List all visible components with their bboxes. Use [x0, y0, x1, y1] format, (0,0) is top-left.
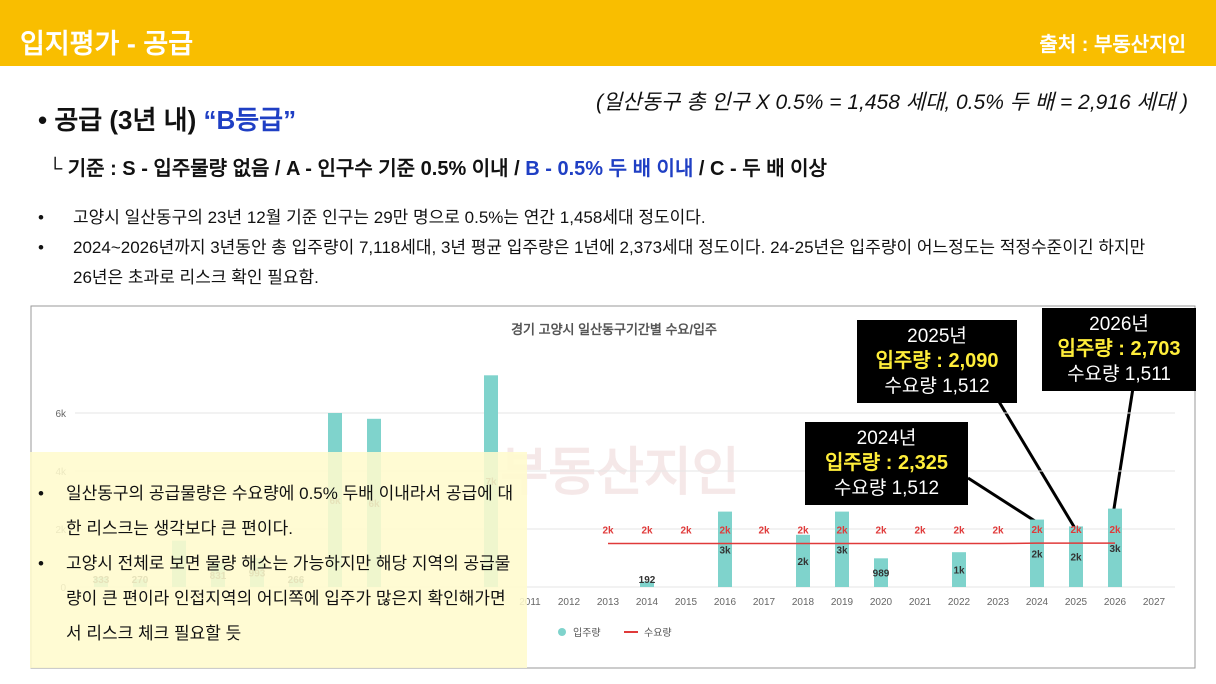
bar-label: 3k	[1109, 544, 1121, 555]
callout-supply: 입주량 : 2,703	[1057, 338, 1181, 360]
callout-pointer	[993, 394, 1078, 531]
callout-supply: 입주량 : 2,325	[824, 452, 949, 474]
y-tick-label: 6k	[55, 409, 67, 420]
note-box: • 일산동구의 공급물량은 수요량에 0.5% 두배 이내라서 공급에 대한 리스…	[30, 452, 527, 668]
x-tick-label: 2018	[792, 597, 815, 608]
criteria-highlight: B - 0.5% 두 배 이내	[525, 158, 694, 180]
bar	[718, 511, 732, 587]
bar	[640, 581, 654, 587]
x-tick-label: 2014	[636, 597, 659, 608]
line-label: 2k	[836, 526, 848, 537]
heading-grade: “B등급”	[203, 105, 297, 135]
line-label: 2k	[953, 526, 965, 537]
x-tick-label: 2022	[948, 597, 971, 608]
bar-label: 989	[873, 569, 890, 580]
heading-prefix: 공급 (3년 내)	[54, 105, 197, 135]
line-label: 2k	[641, 526, 653, 537]
note-bullet: • 일산동구의 공급물량은 수요량에 0.5% 두배 이내라서 공급에 대한 리스…	[38, 476, 517, 546]
criteria-tail: / C - 두 배 이상	[698, 158, 827, 180]
x-tick-label: 2023	[987, 597, 1010, 608]
x-tick-label: 2020	[870, 597, 893, 608]
bar	[1069, 526, 1083, 587]
callout-demand: 수요량 1,511	[1067, 364, 1171, 385]
x-tick-label: 2021	[909, 597, 932, 608]
line-label: 2k	[758, 526, 770, 537]
bullet-text: 고양시 일산동구의 23년 12월 기준 인구는 29만 명으로 0.5%는 연…	[73, 208, 706, 227]
bar-label: 3k	[719, 545, 731, 556]
x-tick-label: 2016	[714, 597, 737, 608]
bar	[835, 511, 849, 587]
line-label: 2k	[1031, 525, 1043, 536]
bar-label: 2k	[1031, 549, 1043, 560]
bullet-text: 2024~2026년까지 3년동안 총 입주량이 7,118세대, 3년 평균 …	[73, 238, 1146, 287]
legend-label: 입주량	[573, 626, 601, 639]
callout-supply: 입주량 : 2,090	[875, 350, 999, 372]
bullets: • 고양시 일산동구의 23년 12월 기준 인구는 29만 명으로 0.5%는 …	[38, 203, 1148, 293]
note-bullets: • 일산동구의 공급물량은 수요량에 0.5% 두배 이내라서 공급에 대한 리스…	[30, 452, 527, 651]
line-label: 2k	[602, 526, 614, 537]
line-label: 2k	[719, 526, 731, 537]
callout-demand: 수요량 1,512	[884, 376, 990, 397]
bar	[874, 558, 888, 587]
note-text: 일산동구의 공급물량은 수요량에 0.5% 두배 이내라서 공급에 대한 리스크…	[66, 484, 514, 538]
x-tick-label: 2019	[831, 597, 854, 608]
bar	[1030, 519, 1044, 587]
bar-label: 3k	[836, 545, 848, 556]
legend-swatch	[558, 628, 566, 636]
header-source: 출처 : 부동산지인	[1039, 34, 1186, 56]
line-label: 2k	[797, 526, 809, 537]
bullet: • 2024~2026년까지 3년동안 총 입주량이 7,118세대, 3년 평균…	[38, 233, 1148, 293]
criteria: └ 기준 : S - 입주물량 없음 / A - 인구수 기준 0.5% 이내 …	[48, 158, 827, 180]
line-label: 2k	[992, 526, 1004, 537]
note-text: 고양시 전체로 보면 물량 해소는 가능하지만 해당 지역의 공급물량이 큰 편…	[66, 554, 511, 643]
callout-pointer	[967, 476, 1039, 525]
header-bar	[0, 0, 1216, 66]
formula: (일산동구 총 인구 X 0.5% = 1,458 세대, 0.5% 두 배 =…	[595, 91, 1188, 114]
bar	[952, 552, 966, 587]
bar-label: 1k	[953, 566, 965, 577]
bar-label: 2k	[1070, 553, 1082, 564]
callout-pointer	[1111, 387, 1135, 516]
note-bullet: • 고양시 전체로 보면 물량 해소는 가능하지만 해당 지역의 공급물량이 큰 …	[38, 546, 517, 651]
header-title: 입지평가 - 공급	[20, 29, 194, 59]
x-tick-label: 2011	[519, 597, 541, 608]
line-label: 2k	[875, 526, 887, 537]
callout-year: 2025년	[907, 326, 967, 347]
bar	[1108, 508, 1122, 587]
bullet: • 고양시 일산동구의 23년 12월 기준 인구는 29만 명으로 0.5%는 …	[38, 203, 1148, 233]
bar-label: 2k	[797, 557, 809, 568]
x-tick-label: 2017	[753, 597, 776, 608]
line-label: 2k	[680, 526, 692, 537]
x-tick-label: 2027	[1143, 597, 1166, 608]
line-label: 2k	[914, 526, 926, 537]
line-label: 2k	[1109, 525, 1121, 536]
x-tick-label: 2013	[597, 597, 620, 608]
x-tick-label: 2024	[1026, 597, 1049, 608]
criteria-lead: 기준 : S - 입주물량 없음 / A - 인구수 기준 0.5% 이내 /	[67, 158, 520, 180]
line-label: 2k	[1070, 525, 1082, 536]
callout-year: 2024년	[856, 428, 917, 449]
callout-year: 2026년	[1089, 314, 1149, 335]
watermark: 부동산지인	[500, 444, 739, 502]
x-tick-label: 2026	[1104, 597, 1127, 608]
x-tick-label: 2015	[675, 597, 698, 608]
bar	[796, 534, 810, 587]
callout-demand: 수요량 1,512	[833, 478, 940, 499]
heading: • 공급 (3년 내) “B등급”	[38, 105, 297, 135]
legend-label: 수요량	[644, 627, 672, 639]
x-tick-label: 2025	[1065, 597, 1088, 608]
x-tick-label: 2012	[558, 597, 581, 608]
chart-title: 경기 고양시 일산동구기간별 수요/입주	[511, 322, 717, 337]
bar-label: 192	[639, 575, 656, 586]
